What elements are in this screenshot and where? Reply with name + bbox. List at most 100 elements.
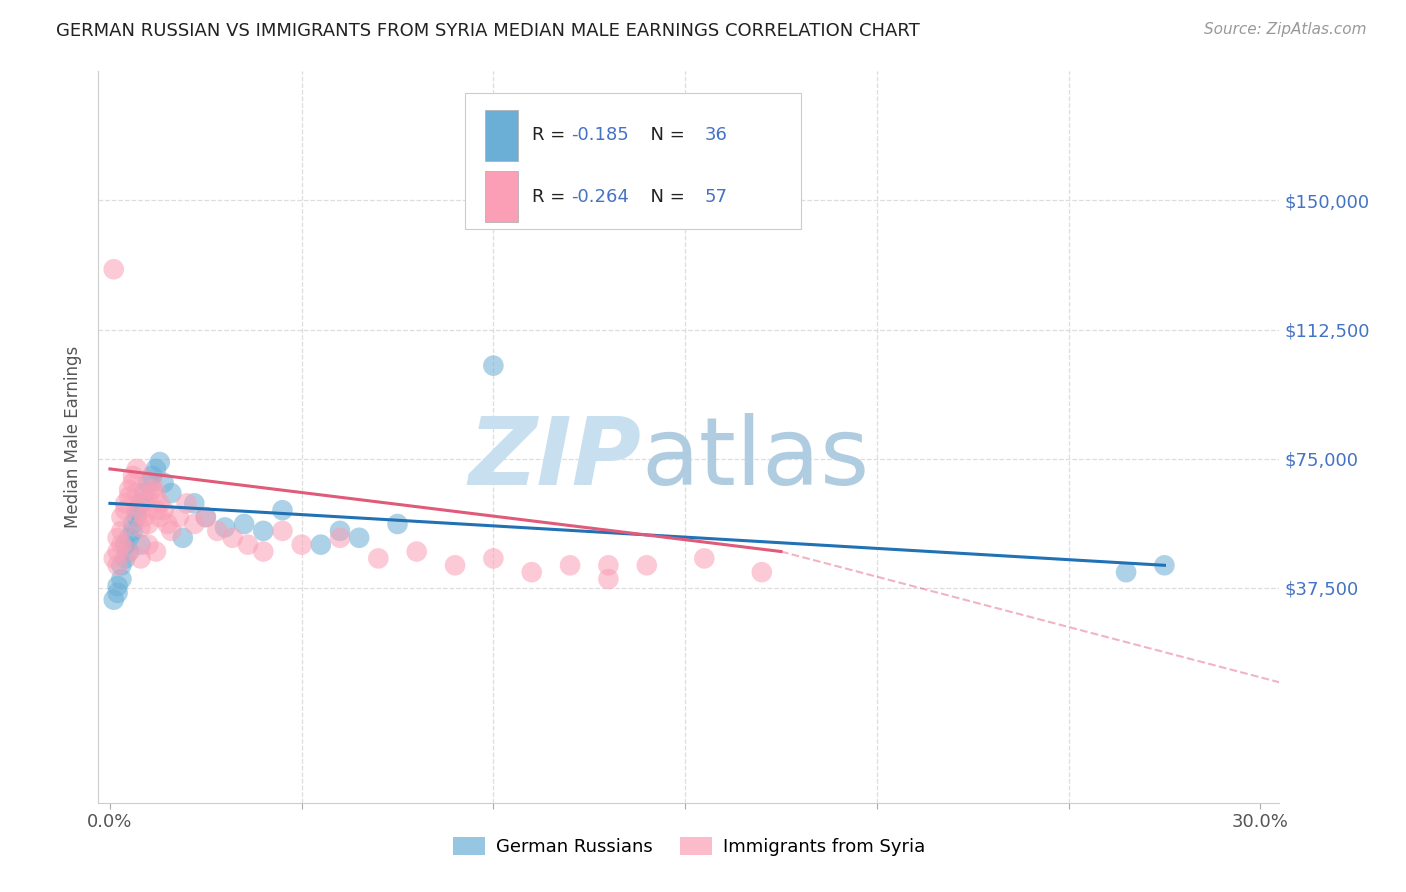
Point <box>110 558 132 573</box>
Point <box>134 486 156 500</box>
Point <box>110 524 132 538</box>
Point <box>107 544 129 558</box>
Point <box>558 558 581 573</box>
Point <box>125 462 148 476</box>
Point <box>194 510 217 524</box>
Point <box>160 524 183 538</box>
Text: -0.264: -0.264 <box>571 188 628 206</box>
Point <box>136 475 159 490</box>
Point <box>236 538 259 552</box>
Point <box>125 510 148 524</box>
Point <box>329 531 352 545</box>
Point <box>141 468 163 483</box>
Point <box>136 490 159 504</box>
FancyBboxPatch shape <box>464 94 801 228</box>
Point <box>751 565 773 579</box>
Point <box>183 516 205 531</box>
Point <box>149 455 172 469</box>
Point <box>152 475 174 490</box>
Point <box>110 538 132 552</box>
Point <box>149 510 172 524</box>
Point <box>149 496 172 510</box>
Point <box>118 531 141 545</box>
Point <box>103 262 125 277</box>
Point <box>309 538 332 552</box>
Point <box>172 531 194 545</box>
Point <box>252 524 274 538</box>
Point <box>114 496 136 510</box>
Point <box>110 510 132 524</box>
Point <box>598 572 620 586</box>
Point <box>444 558 467 573</box>
Point <box>482 551 505 566</box>
Point <box>122 524 145 538</box>
Point <box>141 475 163 490</box>
Text: GERMAN RUSSIAN VS IMMIGRANTS FROM SYRIA MEDIAN MALE EARNINGS CORRELATION CHART: GERMAN RUSSIAN VS IMMIGRANTS FROM SYRIA … <box>56 22 920 40</box>
Y-axis label: Median Male Earnings: Median Male Earnings <box>65 346 83 528</box>
Point <box>118 490 141 504</box>
Point <box>636 558 658 573</box>
Point <box>118 544 141 558</box>
Point <box>107 531 129 545</box>
Point <box>387 516 409 531</box>
Text: N =: N = <box>640 188 690 206</box>
Point <box>693 551 716 566</box>
Point <box>1153 558 1175 573</box>
Point <box>118 544 141 558</box>
Point <box>233 516 256 531</box>
Point <box>136 538 159 552</box>
Text: -0.185: -0.185 <box>571 127 628 145</box>
Point <box>129 496 152 510</box>
Point <box>1115 565 1137 579</box>
Point <box>271 503 294 517</box>
Legend: German Russians, Immigrants from Syria: German Russians, Immigrants from Syria <box>446 830 932 863</box>
Point <box>520 565 543 579</box>
Point <box>114 538 136 552</box>
Point <box>405 544 427 558</box>
Text: R =: R = <box>531 127 571 145</box>
Text: ZIP: ZIP <box>468 413 641 505</box>
Point <box>367 551 389 566</box>
FancyBboxPatch shape <box>485 110 517 161</box>
Point <box>118 483 141 497</box>
Point <box>110 572 132 586</box>
Point <box>271 524 294 538</box>
Point <box>134 496 156 510</box>
Point <box>156 516 179 531</box>
Point <box>145 503 167 517</box>
Point <box>145 462 167 476</box>
Point <box>107 586 129 600</box>
Point <box>134 510 156 524</box>
Point <box>129 551 152 566</box>
Point <box>598 558 620 573</box>
Point <box>129 503 152 517</box>
Point <box>107 558 129 573</box>
FancyBboxPatch shape <box>485 171 517 222</box>
Point <box>160 486 183 500</box>
Text: 36: 36 <box>704 127 727 145</box>
Point <box>114 551 136 566</box>
Point <box>176 496 198 510</box>
Point <box>221 531 243 545</box>
Point <box>103 551 125 566</box>
Point <box>214 520 236 534</box>
Point <box>122 475 145 490</box>
Point <box>194 510 217 524</box>
Text: N =: N = <box>640 127 690 145</box>
Point <box>136 516 159 531</box>
Point <box>291 538 314 552</box>
Point <box>114 503 136 517</box>
Point <box>152 503 174 517</box>
Text: Source: ZipAtlas.com: Source: ZipAtlas.com <box>1204 22 1367 37</box>
Point <box>122 468 145 483</box>
Point <box>482 359 505 373</box>
Point <box>103 592 125 607</box>
Point <box>145 544 167 558</box>
Text: 57: 57 <box>704 188 727 206</box>
Point <box>125 486 148 500</box>
Point <box>207 524 229 538</box>
Point <box>122 516 145 531</box>
Text: R =: R = <box>531 188 571 206</box>
Point <box>183 496 205 510</box>
Point <box>129 520 152 534</box>
